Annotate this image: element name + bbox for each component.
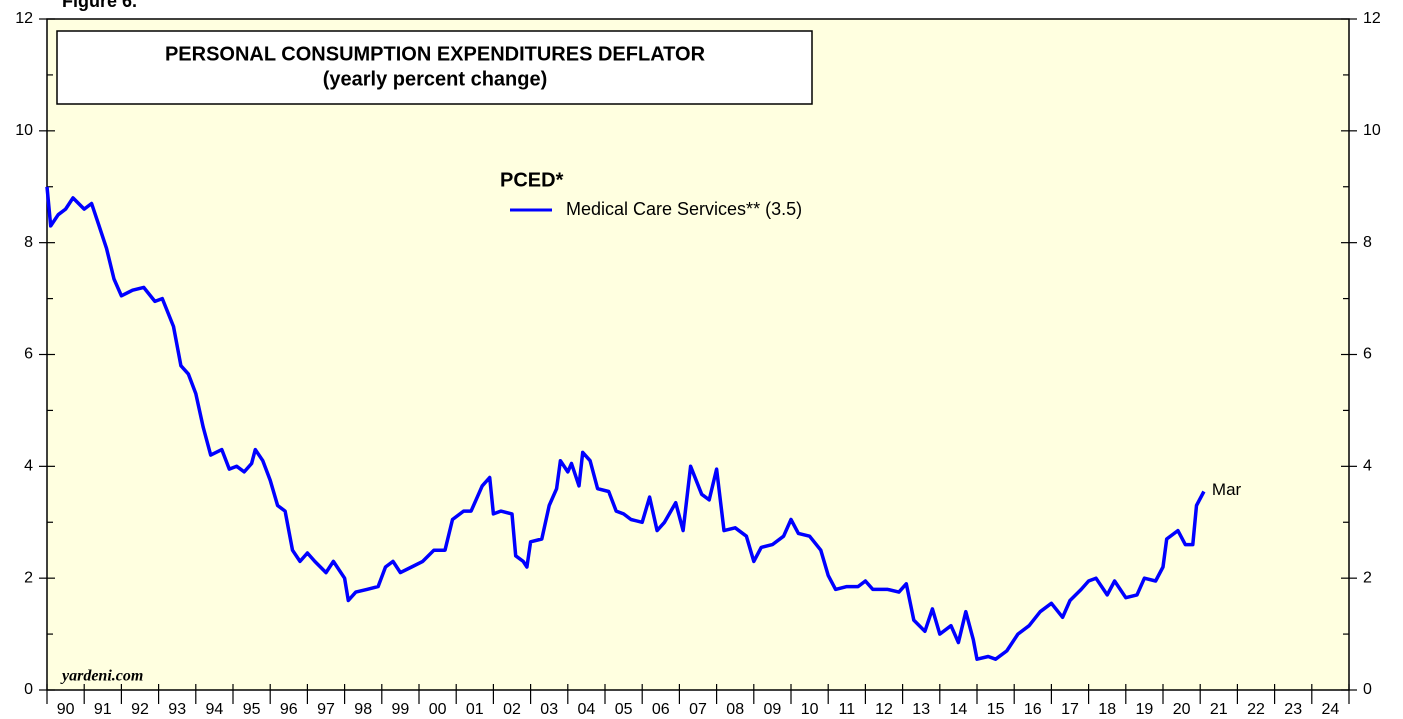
legend-title: PCED* <box>500 169 564 191</box>
x-tick-label: 09 <box>764 701 782 718</box>
x-tick-label: 94 <box>206 701 224 718</box>
x-tick-label: 14 <box>950 701 968 718</box>
x-tick-label: 92 <box>131 701 149 718</box>
chart-subtitle: (yearly percent change) <box>323 68 548 90</box>
x-tick-label: 90 <box>57 701 75 718</box>
x-tick-label: 93 <box>168 701 186 718</box>
y-tick-label: 6 <box>24 346 33 363</box>
x-tick-label: 99 <box>392 701 410 718</box>
x-tick-label: 98 <box>354 701 372 718</box>
x-tick-label: 97 <box>317 701 335 718</box>
y2-tick-label: 6 <box>1363 346 1372 363</box>
x-tick-label: 96 <box>280 701 298 718</box>
y2-tick-label: 8 <box>1363 234 1372 251</box>
title-box <box>56 30 813 105</box>
x-tick-label: 95 <box>243 701 261 718</box>
x-tick-label: 15 <box>987 701 1005 718</box>
y-tick-label: 4 <box>24 458 33 475</box>
y2-tick-label: 2 <box>1363 569 1372 586</box>
x-tick-label: 04 <box>578 701 596 718</box>
x-tick-label: 21 <box>1210 701 1228 718</box>
y2-tick-label: 4 <box>1363 458 1372 475</box>
legend-label: Medical Care Services** (3.5) <box>566 199 802 219</box>
x-tick-label: 02 <box>503 701 521 718</box>
x-tick-label: 10 <box>801 701 819 718</box>
chart-title: PERSONAL CONSUMPTION EXPENDITURES DEFLAT… <box>165 43 706 65</box>
x-tick-label: 12 <box>875 701 893 718</box>
y2-tick-label: 12 <box>1363 10 1381 27</box>
y-tick-label: 8 <box>24 234 33 251</box>
x-tick-label: 16 <box>1024 701 1042 718</box>
y-tick-label: 12 <box>15 10 33 27</box>
x-tick-label: 23 <box>1284 701 1302 718</box>
x-tick-label: 24 <box>1322 701 1340 718</box>
x-tick-label: 08 <box>726 701 744 718</box>
x-tick-label: 19 <box>1136 701 1154 718</box>
x-tick-label: 18 <box>1098 701 1116 718</box>
x-tick-label: 05 <box>615 701 633 718</box>
x-tick-label: 03 <box>540 701 558 718</box>
figure-label: Figure 6. <box>62 0 137 11</box>
x-tick-label: 06 <box>652 701 670 718</box>
y-tick-label: 10 <box>15 122 33 139</box>
x-tick-label: 01 <box>466 701 484 718</box>
x-tick-label: 91 <box>94 701 112 718</box>
y2-tick-label: 10 <box>1363 122 1381 139</box>
y-tick-label: 0 <box>24 681 33 698</box>
y2-tick-label: 0 <box>1363 681 1372 698</box>
x-tick-label: 00 <box>429 701 447 718</box>
x-tick-label: 22 <box>1247 701 1265 718</box>
source-label: yardeni.com <box>60 668 143 685</box>
plot-area <box>46 18 1350 691</box>
x-tick-label: 07 <box>689 701 707 718</box>
x-tick-label: 11 <box>838 701 855 718</box>
series-line <box>45 186 1206 661</box>
x-tick-label: 13 <box>912 701 930 718</box>
x-tick-label: 17 <box>1061 701 1079 718</box>
x-tick-label: 20 <box>1173 701 1191 718</box>
end-annotation: Mar <box>1212 480 1242 499</box>
y-tick-label: 2 <box>24 569 33 586</box>
